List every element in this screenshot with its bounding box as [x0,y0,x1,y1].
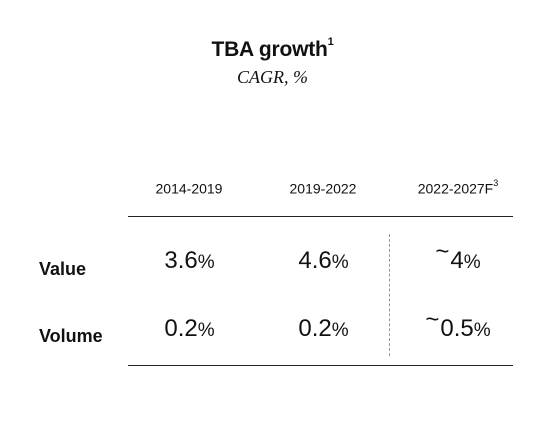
column-header-2: 2019-2022 [258,180,388,197]
column-header-label: 2019-2022 [289,180,357,197]
cell-unit: % [331,252,349,273]
cell-value: 4.6 [298,247,332,274]
table-cell: 3.6% [124,247,254,275]
chart-subtitle: CAGR, % [237,67,308,87]
cell-value: 0.5 [440,315,474,342]
row-label-volume: Volume [39,326,103,346]
row-label-value: Value [39,259,87,279]
title-text: TBA growth [211,38,328,61]
cell-unit: % [473,320,491,341]
cell-value: 4 [450,247,464,274]
column-header-1: 2014-2019 [124,180,254,197]
approx-tilde: ~ [435,238,450,265]
table-cell: 0.2% [124,315,254,343]
cell-unit: % [197,252,215,273]
approx-tilde: ~ [425,306,440,333]
table-cell: ~4% [393,238,523,275]
chart-title: TBA growth1 [0,36,545,62]
cell-value: 0.2 [164,315,198,342]
title-footnote: 1 [327,36,334,48]
cell-value: 0.2 [298,315,332,342]
table-cell: 4.6% [258,247,388,275]
table-cell: ~0.5% [393,306,523,343]
column-header-label: 2022-2027F [417,180,494,197]
column-header-3: 2022-2027F3 [393,178,523,197]
cell-value: 3.6 [164,247,198,274]
forecast-divider [389,234,390,356]
cell-unit: % [197,320,215,341]
column-header-label: 2014-2019 [155,180,223,197]
column-header-footnote: 3 [493,178,499,188]
table-bottom-rule [128,365,513,366]
header-divider [128,216,513,217]
cell-unit: % [463,252,481,273]
cell-unit: % [331,320,349,341]
table-cell: 0.2% [258,315,388,343]
